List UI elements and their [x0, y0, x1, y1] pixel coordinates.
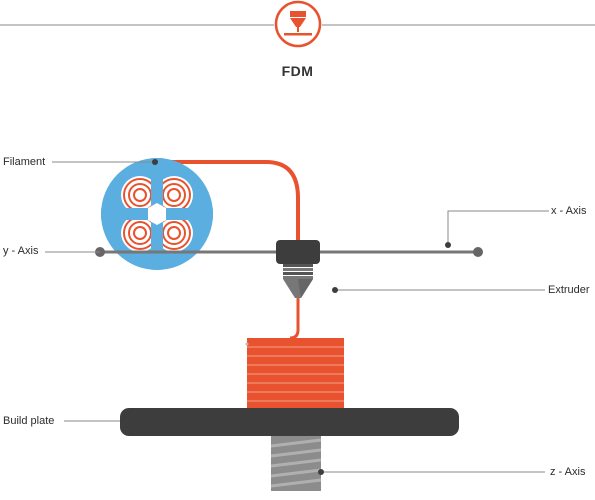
nozzle-filament [289, 298, 300, 340]
label-filament: Filament [3, 156, 46, 168]
z-screw [270, 436, 322, 491]
callout-z-axis [318, 469, 545, 475]
rail-end-right [473, 247, 483, 257]
callout-extruder [332, 287, 545, 293]
callout-filament [52, 159, 158, 165]
filament-strand [155, 160, 300, 242]
build-plate [120, 408, 459, 436]
label-x-axis: x - Axis [551, 205, 587, 217]
extruder [276, 240, 320, 298]
label-build-plate: Build plate [3, 415, 55, 427]
diagram-title: FDM [281, 63, 314, 79]
print-marker-dot [245, 342, 249, 346]
printed-object [247, 338, 344, 411]
filament-spool [101, 158, 213, 270]
spool-hub [148, 203, 166, 225]
label-extruder: Extruder [548, 284, 590, 296]
spool-petal-bottom-right [155, 214, 193, 252]
fdm-nozzle-icon [274, 0, 322, 48]
callout-x-axis [445, 210, 549, 248]
label-z-axis: z - Axis [550, 466, 586, 478]
label-y-axis: y - Axis [3, 245, 39, 257]
